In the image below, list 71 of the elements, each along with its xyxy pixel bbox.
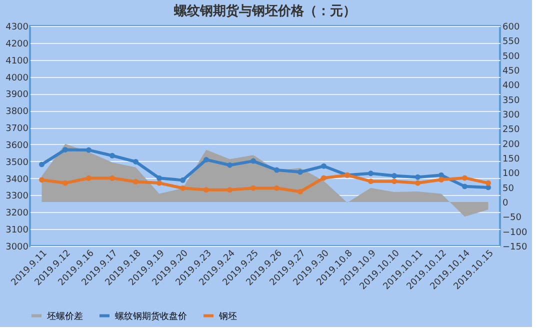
legend-label: 螺纹钢期货收盘价 bbox=[115, 310, 187, 322]
point bbox=[462, 184, 468, 190]
y2-tick-label: 250 bbox=[502, 125, 520, 136]
point bbox=[180, 185, 186, 191]
point bbox=[274, 185, 280, 191]
point bbox=[39, 162, 44, 168]
point bbox=[110, 175, 115, 181]
point bbox=[86, 147, 92, 153]
y-tick-label: 3600 bbox=[6, 140, 29, 151]
y-tick-label: 3200 bbox=[6, 208, 29, 219]
y2-tick-label: 550 bbox=[502, 37, 520, 48]
point bbox=[321, 175, 326, 181]
y-tick-label: 3500 bbox=[6, 158, 29, 168]
point bbox=[462, 175, 468, 181]
y2-tick-label: 200 bbox=[502, 140, 520, 150]
y-tick-label: 3100 bbox=[6, 226, 29, 236]
y2-tick-label: −50 bbox=[502, 213, 522, 224]
point bbox=[204, 156, 209, 162]
point bbox=[250, 185, 256, 191]
point bbox=[321, 163, 326, 169]
y2-tick-label: 450 bbox=[502, 66, 520, 76]
point bbox=[227, 162, 232, 168]
point bbox=[368, 178, 374, 184]
y2-tick-label: −100 bbox=[502, 228, 528, 238]
y2-tick-label: 300 bbox=[502, 110, 520, 120]
point bbox=[368, 170, 374, 176]
point bbox=[298, 188, 303, 194]
y-tick-label: 4100 bbox=[6, 56, 29, 66]
point bbox=[438, 172, 444, 178]
point bbox=[62, 180, 68, 186]
y2-tick-label: 400 bbox=[502, 81, 520, 92]
point bbox=[133, 178, 138, 184]
y-tick-label: 3000 bbox=[6, 242, 29, 252]
point bbox=[415, 174, 420, 180]
point bbox=[250, 158, 256, 164]
point bbox=[133, 158, 138, 164]
y-tick-label: 4000 bbox=[6, 73, 29, 84]
point bbox=[156, 180, 162, 186]
point bbox=[86, 175, 92, 181]
y-tick-label: 4300 bbox=[6, 22, 29, 32]
y-tick-label: 3700 bbox=[6, 124, 29, 134]
y-tick-label: 3800 bbox=[6, 107, 29, 118]
y-tick-label: 3300 bbox=[6, 192, 29, 202]
y-tick-label: 3400 bbox=[6, 174, 29, 185]
y-tick-label: 3900 bbox=[6, 90, 29, 100]
point bbox=[274, 167, 280, 173]
point bbox=[204, 187, 209, 193]
point bbox=[227, 187, 232, 193]
y2-tick-label: 50 bbox=[502, 184, 514, 194]
point bbox=[110, 152, 115, 158]
point bbox=[392, 173, 397, 179]
y2-tick-label: 350 bbox=[502, 96, 520, 106]
y2-tick-label: 100 bbox=[502, 169, 520, 180]
point bbox=[392, 178, 397, 184]
legend-label: 坯螺价差 bbox=[46, 310, 83, 322]
point bbox=[62, 146, 68, 152]
point bbox=[180, 177, 186, 183]
y2-tick-label: 600 bbox=[502, 22, 520, 32]
y2-tick-label: 150 bbox=[502, 154, 520, 164]
point bbox=[39, 177, 44, 183]
chart-title: 螺纹钢期货与钢坯价格（：元） bbox=[173, 3, 356, 19]
point bbox=[438, 176, 444, 182]
point bbox=[415, 180, 420, 186]
y2-tick-label: 500 bbox=[502, 52, 520, 62]
point bbox=[298, 169, 303, 175]
legend-label: 钢坯 bbox=[218, 310, 237, 322]
y2-tick-label: 0 bbox=[502, 198, 508, 208]
point bbox=[486, 180, 491, 186]
point bbox=[156, 175, 162, 181]
y-tick-label: 4200 bbox=[6, 39, 29, 50]
y2-tick-label: −150 bbox=[502, 242, 528, 252]
